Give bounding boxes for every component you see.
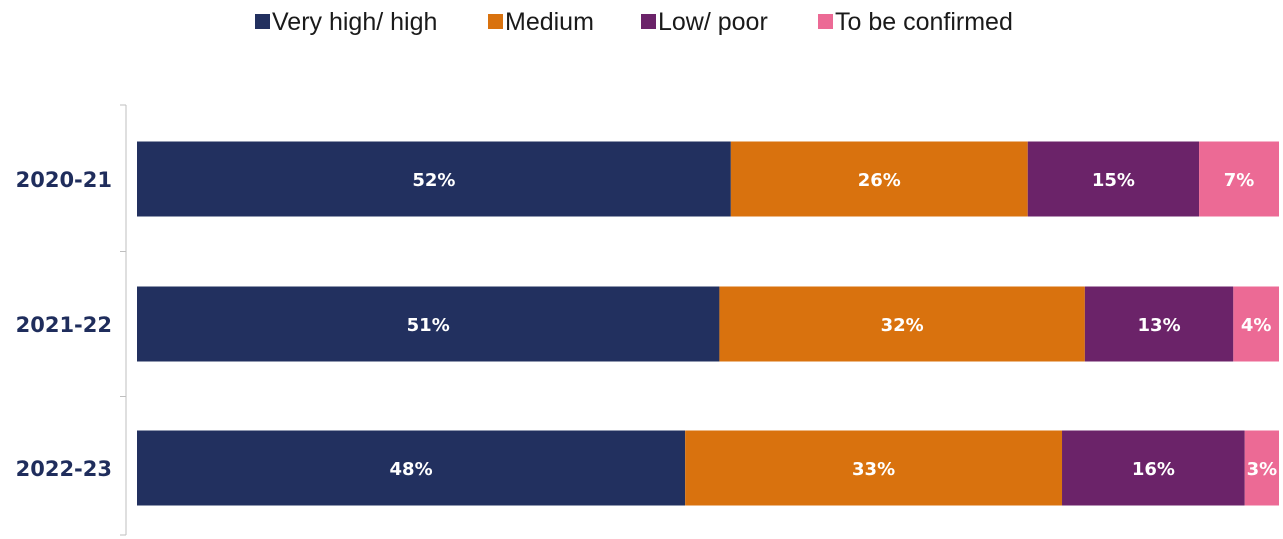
data-label-2021-22-1: 32% [881,315,924,336]
data-label-2022-23-1: 33% [852,459,895,480]
category-label-2022-23: 2022-23 [16,457,112,481]
data-label-2022-23-0: 48% [390,459,433,480]
legend-label-0: Very high/ high [272,8,437,36]
data-label-2020-21-1: 26% [858,170,901,191]
bar-2021-22-0 [137,286,720,362]
bar-2022-23-1 [685,430,1063,506]
legend-swatch-0 [255,14,270,29]
category-label-2021-22: 2021-22 [16,313,112,337]
legend: Very high/ high Medium Low/ poor To be conf… [255,8,1013,36]
legend-swatch-1 [488,14,503,29]
data-labels: 52% 26% 15% 7% 51% 32% 13% 4% 48% 33% 16% 3% [390,170,1278,480]
bar-2021-22-3 [1233,286,1279,362]
data-label-2020-21-2: 15% [1092,170,1135,191]
legend-label-3: To be confirmed [835,8,1013,36]
bar-2022-23-0 [137,430,686,506]
data-label-2022-23-3: 3% [1247,459,1278,480]
data-label-2020-21-3: 7% [1224,170,1255,191]
bar-2020-21-1 [730,141,1028,217]
data-label-2022-23-2: 16% [1132,459,1175,480]
bar-2022-23-3 [1244,430,1279,506]
legend-label-2: Low/ poor [658,8,768,36]
bar-2020-21-0 [137,141,731,217]
category-labels: 2020-21 2021-22 2022-23 [16,168,112,481]
legend-label-1: Medium [505,8,594,36]
data-label-2021-22-3: 4% [1241,315,1272,336]
data-label-2021-22-2: 13% [1138,315,1181,336]
bar-2022-23-2 [1062,430,1245,506]
category-label-2020-21: 2020-21 [16,168,112,192]
data-label-2021-22-0: 51% [407,315,450,336]
bar-2020-21-3 [1199,141,1279,217]
bar-2020-21-2 [1027,141,1200,217]
legend-swatch-2 [641,14,656,29]
bars [137,141,1279,506]
bar-2021-22-1 [719,286,1085,362]
legend-swatch-3 [818,14,833,29]
category-axis [120,104,127,536]
data-label-2020-21-0: 52% [412,170,455,191]
bar-2021-22-2 [1084,286,1234,362]
